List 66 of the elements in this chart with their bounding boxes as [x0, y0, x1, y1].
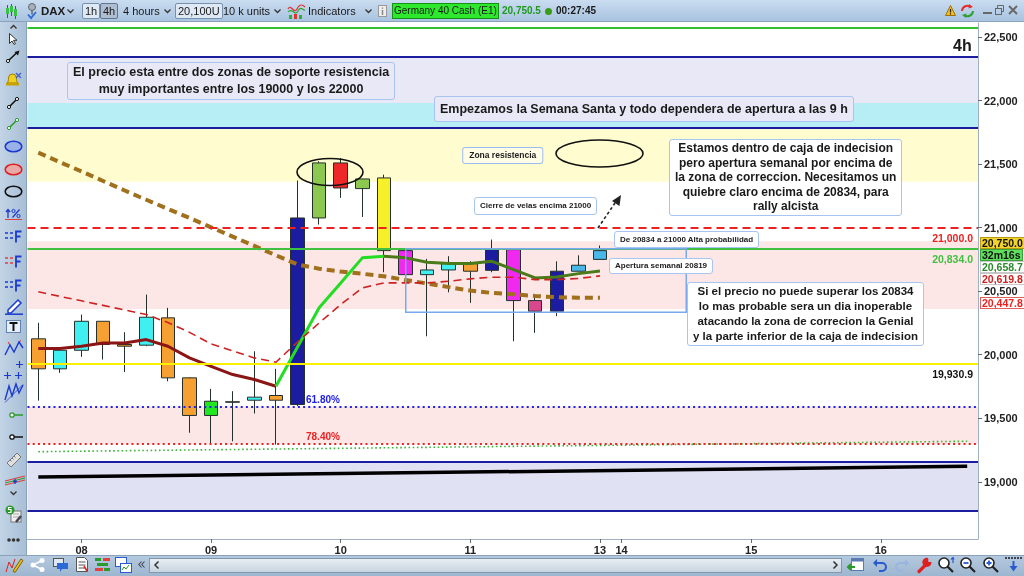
x-tick-label: 13: [593, 543, 607, 556]
annotation: 61.80%: [306, 394, 340, 406]
candlestick: [571, 254, 586, 272]
text: 32m16s: [980, 249, 1023, 262]
text: 4 hours: [123, 4, 160, 18]
text: 00:27:45: [556, 4, 597, 18]
x-tick-label: 10: [334, 543, 347, 556]
ref-line-label: 19,930.9: [932, 368, 974, 380]
candlestick: [377, 174, 391, 273]
candlestick: [333, 157, 348, 199]
text: 20,658.7: [980, 261, 1024, 274]
candlestick: [528, 295, 542, 334]
candlestick: [117, 331, 132, 373]
line-series: [37, 275, 601, 364]
text: 20,619.8: [980, 273, 1024, 286]
text: 20,750.0: [980, 237, 1024, 250]
annotation: Empezamos la Semana Santa y todo dependera de apertura a las 9 h: [434, 96, 854, 122]
annotation: 78.40%: [306, 431, 340, 443]
y-tick-label: 22,000: [984, 94, 1018, 107]
ref-line-label: 21,000.0: [932, 232, 974, 245]
band-label: Zona resistencia: [469, 150, 537, 161]
line-series: [36, 338, 278, 388]
candlestick: [463, 260, 478, 304]
line-series: [36, 150, 602, 300]
annotation: 4h: [953, 37, 972, 55]
candlestick: [161, 307, 175, 382]
x-tick-label: 09: [204, 543, 218, 556]
annotation: Si el precio no puede superar los 20834 lo mas probable sera un dia inoperable atacando la zona de correcion la Genial y la parte inferior de la caja de indecision: [687, 282, 924, 346]
candlestick: [312, 160, 326, 226]
x-tick-label: 16: [874, 543, 887, 556]
annotation: De 20834 a 21000 Alta probabilidad: [614, 231, 760, 248]
x-tick-label: 14: [615, 543, 629, 556]
y-tick-label: 19,000: [984, 475, 1018, 488]
text: 20,750.5: [502, 4, 541, 18]
annotation: Cierre de velas encima 21000: [474, 197, 598, 215]
candlestick: [355, 178, 370, 218]
line-series: [274, 254, 386, 388]
text: Germany 40 Cash (E1): [392, 3, 499, 19]
x-tick-label: 11: [464, 543, 477, 556]
text: 1h: [82, 3, 101, 19]
text: DAX: [41, 4, 66, 18]
text: 4h: [100, 3, 119, 19]
annotation: El precio esta entre dos zonas de soporte resistencia muy importantes entre los 19000 y los 22000: [67, 62, 396, 100]
text: Indicators: [308, 4, 356, 18]
annotation: Apertura semanal 20819: [609, 258, 714, 274]
candlestick: [247, 350, 262, 415]
x-tick-label: 15: [745, 543, 758, 556]
candlestick: [204, 388, 218, 445]
candlestick: [420, 258, 434, 337]
text: 10 k units: [223, 4, 271, 18]
annotation: Estamos dentro de caja de indecision pero apertura semanal por encima de la zona de correccion. Necesitamos un quiebre claro encima de 20834, para rally alcista: [669, 139, 903, 216]
candlestick: [593, 245, 607, 261]
ref-line-label: 20,834.0: [932, 253, 974, 266]
y-tick-label: 19,500: [984, 412, 1018, 425]
y-tick-label: 20,000: [984, 348, 1018, 361]
y-tick-label: 21,000: [984, 221, 1018, 234]
y-tick-label: 20,500: [984, 285, 1018, 298]
x-tick-label: 08: [75, 543, 88, 556]
y-tick-label: 22,500: [984, 30, 1018, 43]
candlestick: [269, 368, 283, 446]
y-tick-label: 21,500: [984, 158, 1018, 171]
candlestick: [182, 376, 197, 434]
text: 20,100U: [175, 3, 223, 19]
text: 20,447.8: [980, 297, 1024, 310]
candlestick: [225, 390, 240, 442]
line-series: [382, 254, 602, 280]
